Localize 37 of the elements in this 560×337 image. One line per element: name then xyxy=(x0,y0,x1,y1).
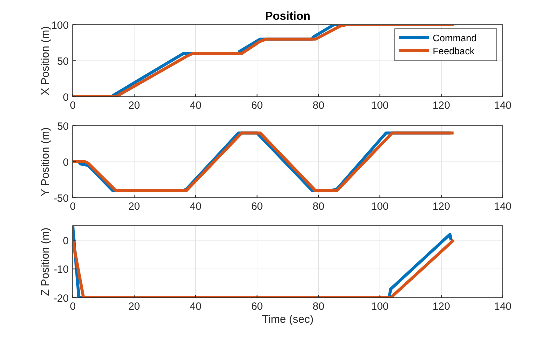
y-tick-label: 0 xyxy=(63,235,70,248)
x-tick-label: 140 xyxy=(494,201,512,213)
y-tick-label: 0 xyxy=(63,157,70,169)
legend-label: Feedback xyxy=(433,46,475,58)
x-tick-label: 140 xyxy=(494,301,512,313)
x-tick-label: 20 xyxy=(128,301,140,313)
x-tick-label: 40 xyxy=(190,301,202,313)
x-tick-label: 100 xyxy=(371,100,390,112)
y-axis-title: X Position (m) xyxy=(40,26,52,96)
x-tick-label: 20 xyxy=(128,201,140,213)
x-tick-label: 120 xyxy=(432,100,450,112)
x-tick-label: 40 xyxy=(190,100,202,112)
chart-title: Position xyxy=(265,11,311,23)
y-tick-label: -20 xyxy=(54,293,70,305)
x-axis-title: Time (sec) xyxy=(262,314,314,326)
x-tick-label: 80 xyxy=(312,100,325,112)
x-tick-label: 20 xyxy=(128,100,140,112)
x-tick-label: 60 xyxy=(251,201,264,213)
y-tick-label: 100 xyxy=(51,20,70,32)
y-axis-title: Y Position (m) xyxy=(40,128,52,196)
y-axis-title: Z Position (m) xyxy=(40,228,52,296)
x-tick-label: 80 xyxy=(312,301,325,313)
x-tick-label: 120 xyxy=(432,301,450,313)
x-tick-label: 40 xyxy=(190,201,202,213)
x-tick-label: 140 xyxy=(494,100,512,112)
y-tick-label: 50 xyxy=(57,56,70,68)
y-tick-label: 50 xyxy=(57,121,70,133)
x-tick-label: 80 xyxy=(312,201,325,213)
y-tick-label: -10 xyxy=(54,264,70,276)
x-tick-label: 60 xyxy=(251,100,264,112)
y-tick-label: 0 xyxy=(63,92,70,104)
x-tick-label: 100 xyxy=(371,201,390,213)
legend-label: Command xyxy=(433,34,477,44)
y-tick-label: -50 xyxy=(54,193,70,205)
x-tick-label: 120 xyxy=(432,201,450,213)
x-tick-label: 60 xyxy=(251,301,264,313)
x-tick-label: 100 xyxy=(371,301,390,313)
